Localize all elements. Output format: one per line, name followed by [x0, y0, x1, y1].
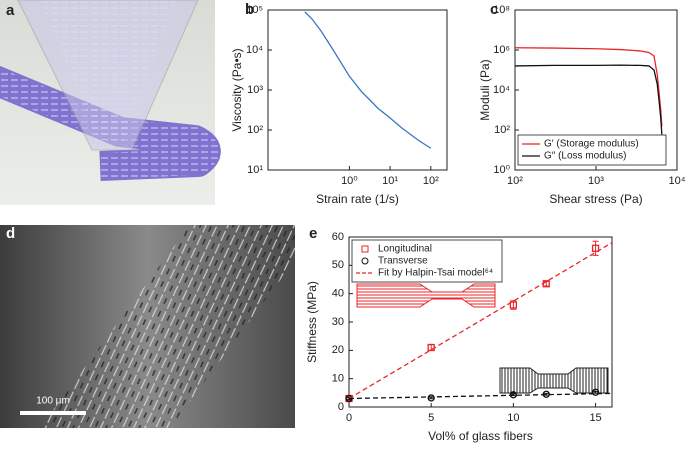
y-tick-label: 10⁸: [493, 4, 510, 16]
y-tick-label: 30: [332, 316, 344, 328]
x-tick-label: 10³: [588, 175, 604, 187]
y-axis-label: Viscosity (Pa•s): [230, 48, 244, 131]
panel-a-render: [0, 0, 221, 205]
y-tick-label: 10²: [247, 124, 263, 136]
inset-transverse: [499, 367, 609, 394]
y-tick-label: 10²: [494, 124, 510, 136]
series-line: [348, 242, 613, 400]
y-tick-label: 10⁴: [246, 44, 263, 56]
y-tick-label: 50: [332, 259, 344, 271]
panel-label: d: [6, 225, 15, 242]
y-tick-label: 10³: [247, 84, 263, 96]
y-tick-label: 10¹: [247, 164, 263, 176]
series-line: [514, 47, 663, 127]
plot-frame: [267, 9, 448, 171]
y-tick-label: 10⁶: [493, 44, 510, 56]
scale-bar-label: 100 μm: [36, 396, 70, 407]
inset-longitudinal: [356, 283, 496, 308]
point: [427, 394, 435, 402]
point: [591, 244, 600, 252]
x-tick-label: 10: [507, 412, 519, 424]
x-axis-label: Shear stress (Pa): [549, 192, 642, 206]
y-tick-label: 10: [332, 373, 344, 385]
x-axis-label: Vol% of glass fibers: [428, 429, 533, 443]
legend-box: [351, 239, 503, 283]
x-tick-label: 0: [346, 412, 352, 424]
point: [509, 301, 518, 309]
legend-swatch: [361, 257, 369, 265]
y-axis-label: Stiffness (MPa): [305, 281, 319, 363]
x-tick-label: 10⁰: [341, 175, 358, 187]
legend-label: Fit by Halpin-Tsai model⁶⁴: [378, 268, 493, 279]
x-tick-label: 5: [428, 412, 434, 424]
y-tick-label: 10⁰: [493, 164, 510, 176]
panel-label: a: [6, 2, 15, 19]
x-tick-label: 15: [589, 412, 601, 424]
error-bar: [428, 344, 435, 351]
y-tick-label: 0: [338, 401, 344, 413]
y-tick-label: 40: [332, 288, 344, 300]
series-line: [348, 392, 613, 400]
legend-box: [517, 134, 667, 166]
series-line: [514, 64, 663, 135]
panel-label: b: [245, 1, 254, 18]
panel-d-micrograph: 100 μm: [0, 225, 295, 428]
x-tick-label: 10²: [507, 175, 523, 187]
legend-label: Longitudinal: [378, 244, 432, 255]
x-tick-label: 10²: [423, 175, 439, 187]
y-axis-label: Moduli (Pa): [478, 59, 492, 120]
point: [591, 388, 600, 396]
legend-label: G′ (Storage modulus): [544, 139, 639, 150]
y-tick-label: 60: [332, 231, 344, 243]
x-tick-label: 10⁴: [669, 175, 685, 187]
panel-label: c: [490, 1, 498, 18]
y-tick-label: 10⁴: [493, 84, 510, 96]
x-tick-label: 10¹: [382, 175, 398, 187]
legend-label: Transverse: [378, 256, 428, 267]
panel-label: e: [309, 225, 317, 242]
y-tick-label: 20: [332, 344, 344, 356]
legend-label: G″ (Loss modulus): [544, 151, 626, 162]
x-axis-label: Strain rate (1/s): [316, 192, 399, 206]
series-line: [304, 11, 432, 149]
legend-swatch: [361, 245, 369, 253]
error-bar: [592, 240, 599, 256]
y-tick-label: 10⁵: [246, 4, 263, 16]
